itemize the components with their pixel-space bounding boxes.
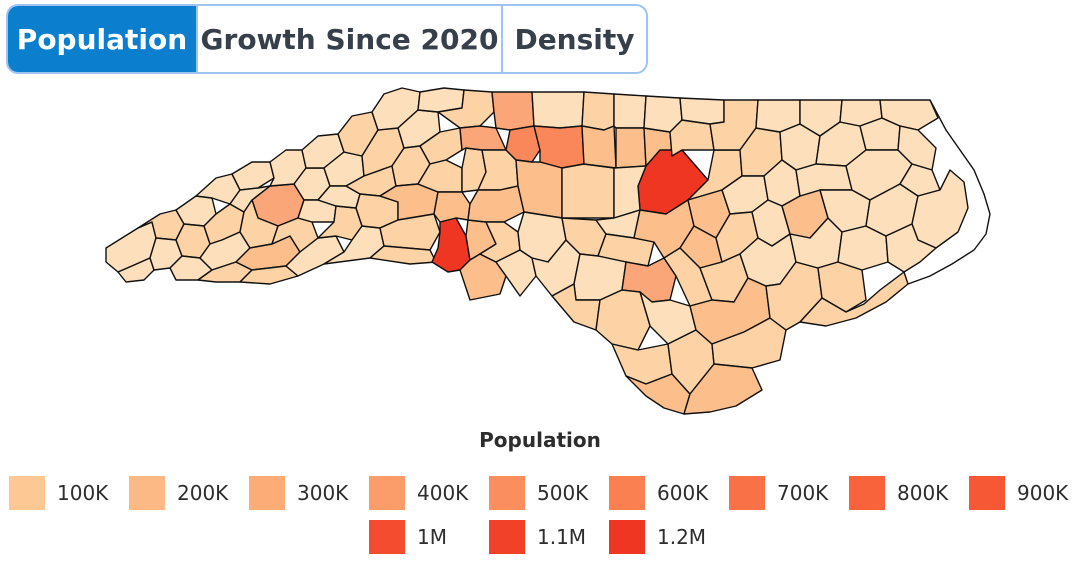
legend-label: 300K [297,481,349,505]
legend-swatch [969,476,1005,510]
legend-swatch [9,476,45,510]
legend-swatch [609,520,645,554]
legend-label: 800K [897,481,949,505]
county[interactable] [669,119,715,157]
north-carolina-county-map [105,87,991,415]
county-layer [105,87,991,415]
legend-row-1: 100K 200K 300K 400K 500K 600K 700K 800K 900K [0,476,1080,510]
legend-label: 1.1M [537,525,587,549]
county[interactable] [911,169,969,249]
county[interactable] [239,265,299,285]
legend-title: Population [479,428,601,452]
legend-swatch [849,476,885,510]
legend-item: 800K [849,476,951,510]
legend-label: 400K [417,481,469,505]
legend-item: 900K [969,476,1071,510]
county[interactable] [369,245,437,265]
legend-label: 500K [537,481,589,505]
tab-population[interactable]: Population [8,6,196,72]
county[interactable] [615,127,647,169]
legend-label: 600K [657,481,709,505]
legend-item: 1.2M [609,520,711,554]
coastline [907,99,991,285]
legend-item: 600K [609,476,711,510]
county[interactable] [613,165,647,219]
legend-item: 400K [369,476,471,510]
legend-item: 300K [249,476,351,510]
legend-swatch [489,520,525,554]
legend-swatch [369,476,405,510]
map-metric-tabs: Population Growth Since 2020 Density [6,4,648,74]
county[interactable] [459,125,507,151]
legend-swatch [729,476,765,510]
tab-growth-since-2020[interactable]: Growth Since 2020 [196,6,501,72]
county[interactable] [581,125,617,169]
legend-label: 900K [1017,481,1069,505]
legend-item: 500K [489,476,591,510]
legend-swatch [249,476,285,510]
legend-item: 1M [369,520,471,554]
county[interactable] [679,97,725,125]
county[interactable] [431,217,471,273]
county[interactable] [613,93,647,129]
county[interactable] [433,191,471,223]
county[interactable] [467,185,525,223]
county[interactable] [581,91,615,131]
county[interactable] [683,363,763,415]
tab-density[interactable]: Density [501,6,646,72]
legend-item: 1.1M [489,520,591,554]
county[interactable] [491,91,535,131]
county[interactable] [885,223,937,273]
legend-item: 200K [129,476,231,510]
legend-swatch [369,520,405,554]
county[interactable] [515,159,563,219]
legend-item: 700K [729,476,831,510]
legend-label: 200K [177,481,229,505]
county[interactable] [595,289,651,351]
legend-swatch [609,476,645,510]
county[interactable] [561,163,615,219]
legend-label: 100K [57,481,109,505]
legend-label: 700K [777,481,829,505]
legend-swatch [129,476,165,510]
county[interactable] [531,91,585,129]
legend-swatch [489,476,525,510]
legend-label: 1M [417,525,447,549]
legend-item: 100K [9,476,111,510]
legend-label: 1.2M [657,525,707,549]
legend-row-2: 1M 1.1M 1.2M [0,520,1080,554]
county[interactable] [437,89,495,129]
